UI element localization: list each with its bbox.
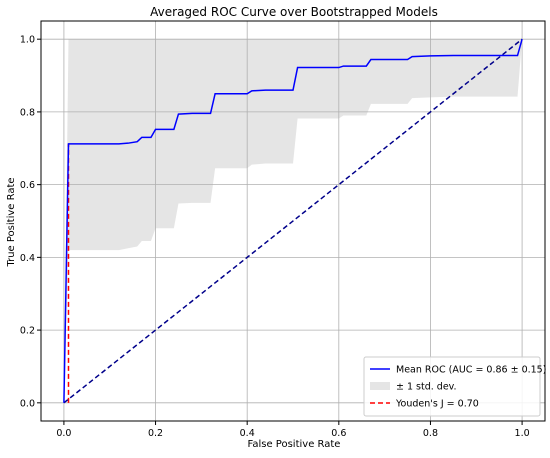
legend-label: Mean ROC (AUC = 0.86 ± 0.15) [396,365,546,376]
y-axis-label: True Positive Rate [6,177,17,267]
legend-swatch-band [370,382,390,390]
y-tick-label: 0.0 [20,398,35,409]
plot-frame [40,20,546,422]
x-tick-label: 1.0 [515,428,530,439]
std-dev-band [63,39,523,403]
y-tick-label: 1.0 [20,35,35,46]
x-axis-ticks: 0.0 0.2 0.4 0.6 0.8 1.0 [56,421,530,439]
x-tick-label: 0.8 [423,428,438,439]
x-tick-label: 0.2 [148,428,163,439]
legend: Mean ROC (AUC = 0.86 ± 0.15) ± 1 std. dev… [363,356,546,417]
chance-diagonal-line [63,38,523,404]
y-axis-ticks: 0.0 0.2 0.4 0.6 0.8 1.0 [20,35,41,409]
y-tick-label: 0.6 [20,180,35,191]
x-tick-label: 0.6 [331,428,346,439]
legend-box [363,356,541,417]
x-tick-label: 0.4 [240,428,255,439]
legend-label: ± 1 std. dev. [396,382,457,393]
plot-area [40,20,546,422]
legend-label: Youden's J = 0.70 [395,399,479,410]
y-tick-label: 0.8 [20,107,35,118]
x-tick-label: 0.0 [56,428,71,439]
y-tick-label: 0.2 [20,326,35,337]
x-axis-label: False Positive Rate [248,439,341,450]
y-tick-label: 0.4 [20,253,35,264]
mean-roc-line [63,38,523,403]
chart-title: Averaged ROC Curve over Bootstrapped Mod… [150,5,438,19]
